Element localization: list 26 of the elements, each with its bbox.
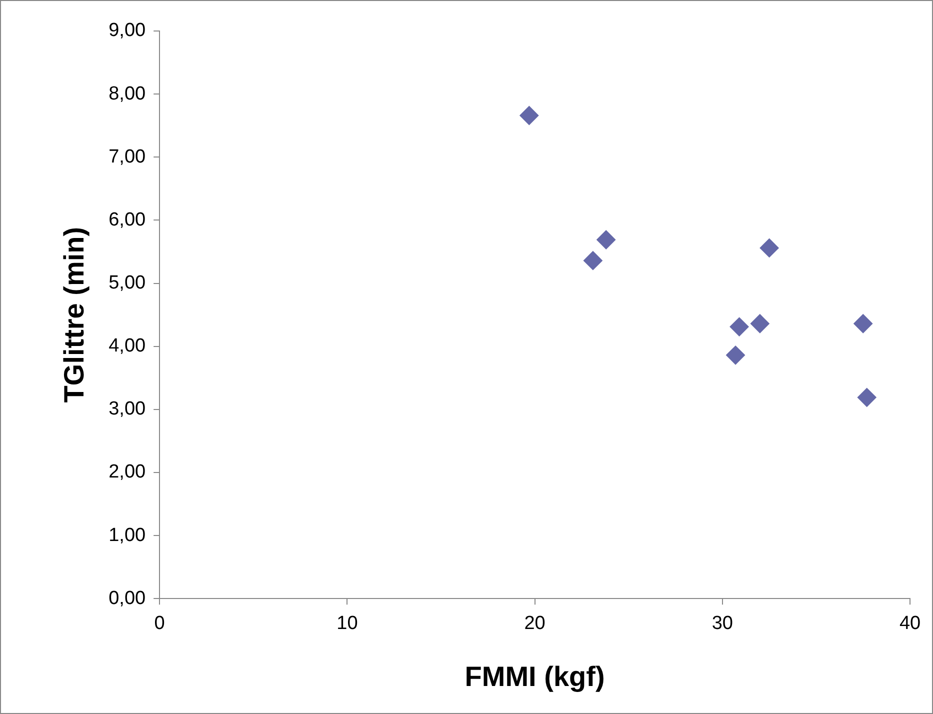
x-tick-label: 10 [336,613,358,634]
y-tick-label: 6,00 [108,209,146,230]
point [760,238,779,258]
point [750,314,770,334]
x-tick-label: 40 [899,613,921,634]
point [583,251,602,270]
x-tick-label: 0 [154,613,165,634]
x-axis-title: FMMI (kgf) [464,660,605,692]
y-axis-title: TGlittre (min) [58,226,90,403]
x-tick-label: 20 [524,613,546,634]
y-tick-label: 2,00 [108,462,146,483]
y-tick-label: 9,00 [108,20,146,42]
y-tick-label: 7,00 [108,146,146,168]
y-tick-label: 3,00 [108,398,146,420]
y-tick-label: 8,00 [108,83,146,104]
y-tick-label: 4,00 [108,336,146,357]
point [520,106,539,126]
y-tick-label: 5,00 [108,272,146,294]
x-tick-label: 30 [712,613,733,634]
point [726,346,746,365]
point [854,314,873,334]
point [857,388,876,407]
y-tick-label: 1,00 [108,524,146,546]
point [730,317,749,336]
point [596,230,616,250]
y-tick-label: 0,00 [108,588,146,609]
